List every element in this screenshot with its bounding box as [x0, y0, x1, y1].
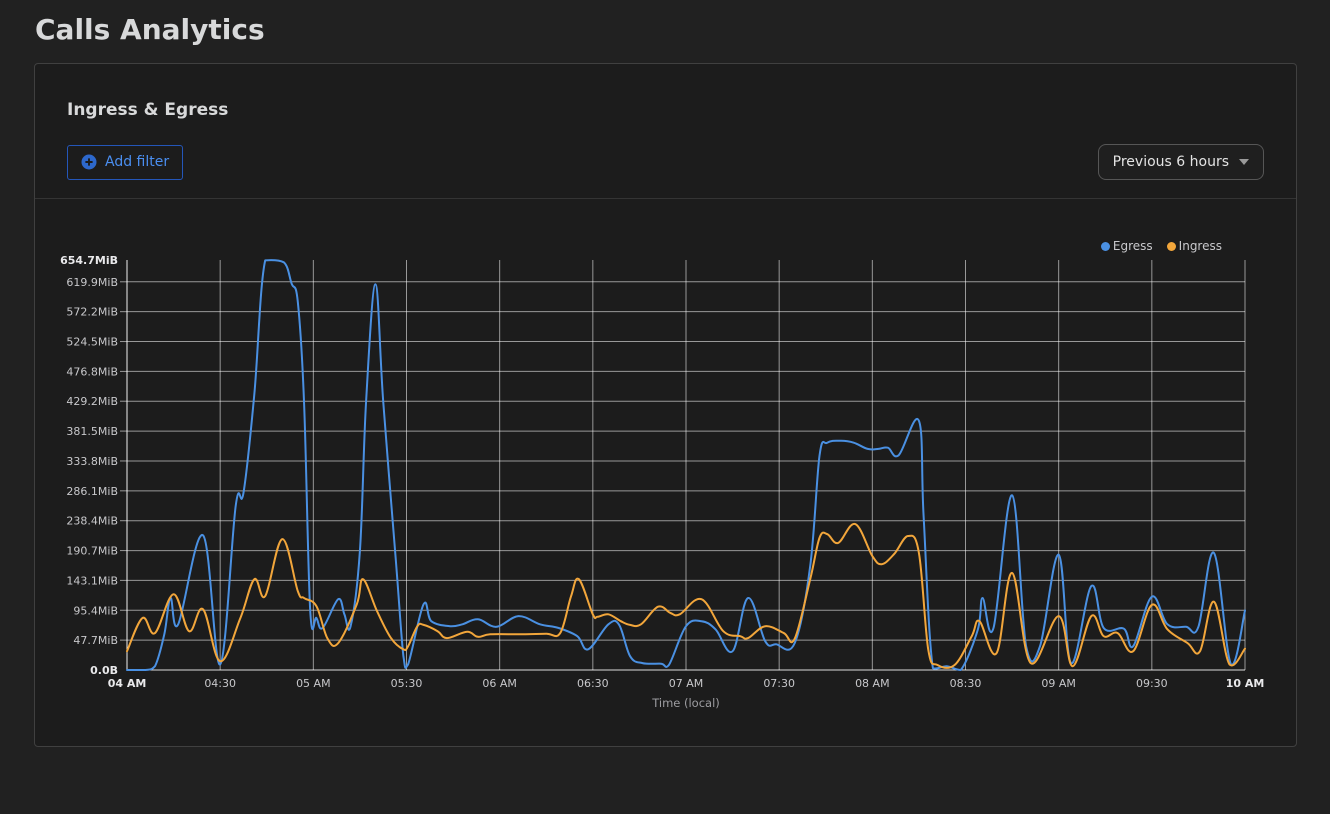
y-tick-label: 333.8MiB [66, 455, 118, 468]
y-tick-label: 476.8MiB [66, 365, 118, 378]
x-tick-label: 08:30 [950, 677, 982, 690]
chart-section: 654.7MiB 619.9MiB 572.2MiB 524.5MiB 476.8MiB… [35, 199, 1296, 745]
x-tick-label: 07 AM [669, 677, 704, 690]
x-tick-label: 05 AM [296, 677, 331, 690]
y-tick-label: 238.4MiB [66, 515, 118, 528]
panel-ingress-egress: Ingress & Egress Add filter Previous 6 h… [34, 63, 1297, 747]
y-tick-label: 286.1MiB [66, 485, 118, 498]
y-tick-label: 143.1MiB [66, 574, 118, 587]
legend-dot-ingress-icon [1166, 241, 1176, 251]
plus-circle-icon [81, 154, 97, 170]
time-range-label: Previous 6 hours [1112, 154, 1229, 170]
panel-divider [35, 198, 1296, 199]
panel-toolbar: Add filter Previous 6 hours [67, 144, 1264, 180]
series-egress-line [126, 259, 1246, 671]
y-tick-label: 47.7MiB [73, 634, 118, 647]
legend-dot-egress-icon [1100, 241, 1110, 251]
x-tick-label: 05:30 [391, 677, 423, 690]
legend-label: Egress [1112, 239, 1153, 253]
x-tick-label: 04:30 [204, 677, 236, 690]
y-tick-label: 429.2MiB [66, 395, 118, 408]
series-ingress-line [126, 523, 1246, 669]
add-filter-label: Add filter [105, 154, 170, 170]
x-tick-label: 09 AM [1041, 677, 1076, 690]
x-tick-label: 09:30 [1136, 677, 1168, 690]
y-tick-label: 95.4MiB [73, 604, 118, 617]
legend-item-ingress[interactable]: Ingress [1166, 239, 1222, 253]
y-tick-label: 0.0B [90, 664, 118, 677]
legend-item-egress[interactable]: Egress [1100, 239, 1153, 253]
timeseries-chart[interactable]: 654.7MiB 619.9MiB 572.2MiB 524.5MiB 476.8MiB… [35, 199, 1296, 745]
legend-label: Ingress [1178, 239, 1222, 253]
y-tick-label: 572.2MiB [66, 306, 118, 319]
y-tick-label: 190.7MiB [66, 545, 118, 558]
x-tick-label: 06 AM [482, 677, 517, 690]
y-tick-label: 381.5MiB [66, 425, 118, 438]
x-tick-label: 06:30 [577, 677, 609, 690]
page-title: Calls Analytics [35, 13, 265, 46]
x-tick-label: 10 AM [1226, 677, 1265, 690]
add-filter-button[interactable]: Add filter [67, 144, 184, 180]
y-tick-label: 654.7MiB [60, 254, 118, 267]
y-tick-label: 524.5MiB [66, 336, 118, 349]
x-tick-label: 07:30 [763, 677, 795, 690]
chevron-down-icon [1239, 159, 1249, 165]
panel-header: Ingress & Egress Add filter Previous 6 h… [35, 64, 1296, 180]
x-tick-label: 08 AM [855, 677, 890, 690]
x-tick-label: 04 AM [108, 677, 147, 690]
panel-title: Ingress & Egress [67, 100, 229, 120]
x-axis-title: Time (local) [651, 696, 720, 710]
chart-legend: Egress Ingress [1100, 239, 1222, 253]
time-range-dropdown[interactable]: Previous 6 hours [1097, 144, 1264, 180]
y-tick-label: 619.9MiB [66, 276, 118, 289]
